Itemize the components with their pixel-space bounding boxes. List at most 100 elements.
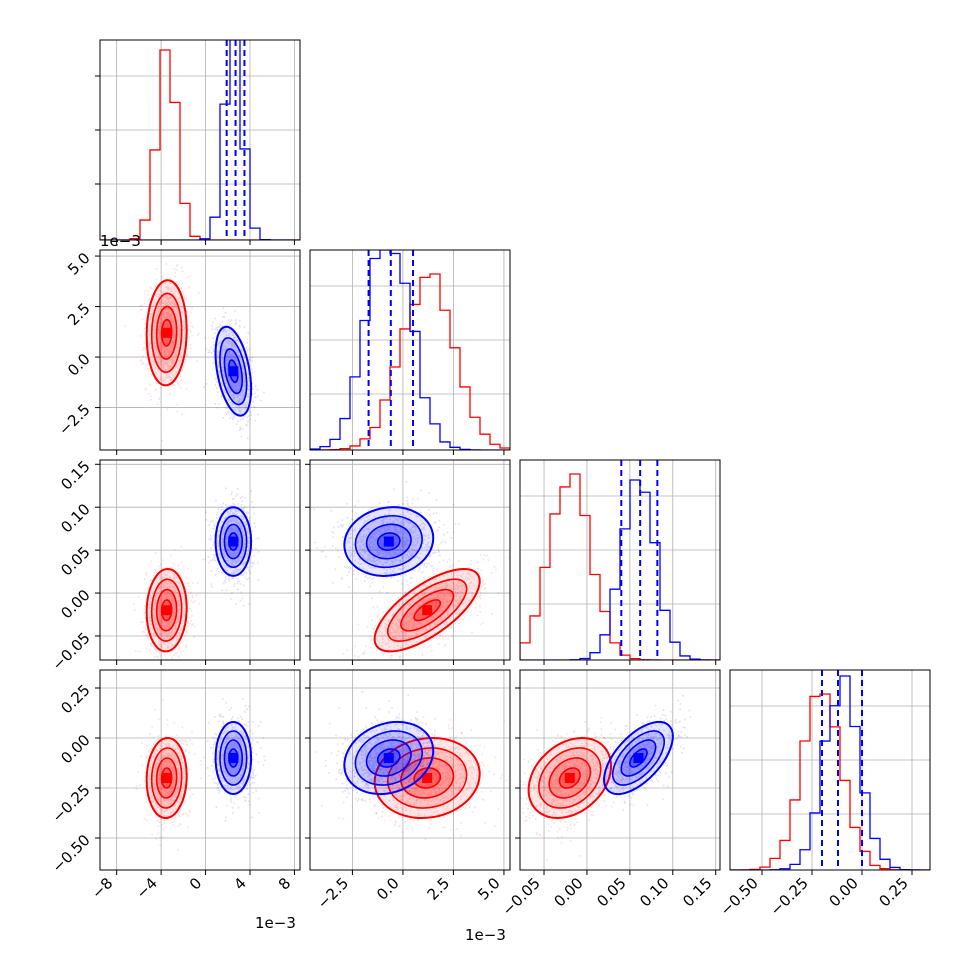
panel-content <box>135 698 266 851</box>
offset-label-x0: 1e−3 <box>255 914 296 932</box>
panel-0-0 <box>95 39 301 245</box>
contour-blue <box>611 730 665 786</box>
x-tick-label: 5.0 <box>474 874 504 904</box>
x-tick-label: 2.5 <box>424 874 454 904</box>
y-tick-label: 2.5 <box>64 299 94 329</box>
y-tick-label: 0.05 <box>57 543 93 579</box>
contour-red <box>558 767 581 789</box>
contour-red <box>413 599 442 622</box>
x-tick-label: 0.00 <box>550 874 586 910</box>
histogram-red <box>100 49 300 240</box>
panel-content <box>313 480 510 660</box>
density-peak <box>422 605 433 616</box>
panel-content <box>132 487 260 660</box>
x-tick-label: 8 <box>275 874 294 893</box>
contour-red <box>538 747 602 809</box>
contour-blue <box>376 748 401 768</box>
density-peak <box>383 536 394 547</box>
scatter-red <box>124 263 200 442</box>
density-peak <box>422 773 433 783</box>
contour-blue <box>214 325 253 417</box>
panel-3-3: −0.50 −0.25 0.00 0.25 <box>717 669 931 919</box>
panel-frame <box>729 669 931 871</box>
contour-blue <box>376 532 401 551</box>
y-tick-label: −0.25 <box>48 781 93 826</box>
x-tick-label: −8 <box>88 874 116 902</box>
contour-blue <box>365 739 412 777</box>
contour-red <box>386 578 468 642</box>
x-tick-label: 0.10 <box>636 874 672 910</box>
density-peak <box>383 753 394 763</box>
contour-red <box>400 757 455 799</box>
y-tick-label: 0.0 <box>64 350 94 380</box>
contour-blue <box>343 721 435 795</box>
panel-2-0: −0.05 0.00 0.05 0.10 0.15 <box>48 457 301 674</box>
panel-1-0: −2.5 0.0 2.5 5.0 <box>55 249 301 455</box>
panel-3-0: −8 −4 0 4 8 −0.50 −0.25 0.00 0.25 <box>48 669 301 902</box>
contour-blue <box>219 730 248 786</box>
contour-blue <box>223 739 244 777</box>
panel-frame <box>99 459 301 661</box>
contour-red <box>145 736 188 820</box>
y-tick-label: −2.5 <box>55 401 93 439</box>
x-tick-label: −0.05 <box>499 874 544 919</box>
panel-content <box>314 691 507 840</box>
density-peak <box>564 773 575 783</box>
density-peak <box>228 536 239 547</box>
density-peak <box>161 327 172 338</box>
histogram-blue <box>520 479 720 660</box>
panel-3-2: −0.05 0.00 0.05 0.10 0.15 <box>499 669 721 919</box>
x-tick-label: −0.25 <box>767 874 812 919</box>
x-tick-label: 0 <box>186 874 205 893</box>
y-tick-label: 0.25 <box>57 681 93 717</box>
panel-frame <box>99 249 301 451</box>
contour-red <box>548 757 592 799</box>
x-tick-label: 0.25 <box>875 874 911 910</box>
x-tick-label: 0.00 <box>825 874 861 910</box>
x-tick-label: −0.50 <box>717 874 762 919</box>
contour-red <box>145 568 188 653</box>
y-tick-label: 0.15 <box>57 457 93 493</box>
contour-red <box>400 588 455 632</box>
histogram-blue <box>730 675 930 870</box>
panel-frame <box>309 459 511 661</box>
panel-frame <box>99 669 301 871</box>
contour-red <box>373 568 481 653</box>
contour-red <box>155 305 178 360</box>
contour-blue <box>603 721 674 795</box>
density-peak <box>633 753 644 763</box>
histogram-blue <box>100 40 300 240</box>
panel-content <box>520 694 692 861</box>
panel-2-1 <box>305 459 511 665</box>
contour-blue <box>343 506 435 577</box>
density-peak <box>228 753 239 763</box>
y-tick-label: −0.50 <box>48 831 93 876</box>
panel-1-1 <box>309 249 511 455</box>
density-peak <box>161 605 172 616</box>
panel-content <box>730 670 930 870</box>
density-peak <box>161 773 172 783</box>
contour-blue <box>365 523 412 560</box>
y-tick-label: −0.05 <box>48 629 93 674</box>
contour-blue <box>219 337 248 406</box>
x-tick-label: 0.15 <box>679 874 715 910</box>
panel-frame <box>309 249 511 451</box>
histogram-red <box>520 473 720 660</box>
panel-content <box>310 250 510 450</box>
contour-red <box>413 767 442 789</box>
x-tick-label: 4 <box>230 874 249 893</box>
panel-frame <box>519 459 721 661</box>
y-tick-label: 5.0 <box>64 249 94 279</box>
panel-frame <box>99 39 301 241</box>
x-tick-label: −2.5 <box>314 874 352 912</box>
panel-3-1: −2.5 0.0 2.5 5.0 <box>305 669 511 913</box>
offset-label-x1: 1e−3 <box>465 926 506 944</box>
y-tick-label: 0.10 <box>57 500 93 536</box>
contour-red <box>527 737 612 819</box>
contour-blue <box>219 514 248 569</box>
contour-blue <box>214 721 253 795</box>
panel-content <box>100 40 300 240</box>
contour-red <box>155 588 178 632</box>
